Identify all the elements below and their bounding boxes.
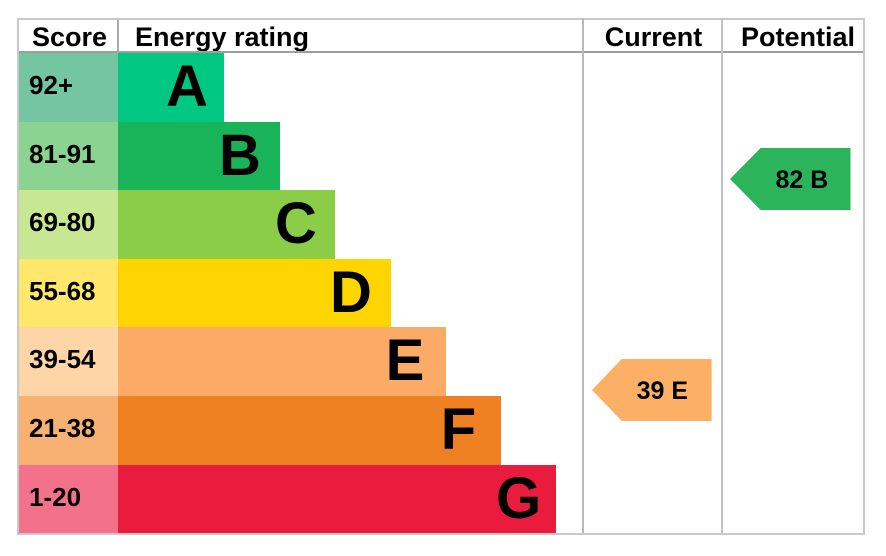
svg-text:39 E: 39 E [636, 377, 687, 405]
svg-text:82 B: 82 B [775, 166, 828, 194]
